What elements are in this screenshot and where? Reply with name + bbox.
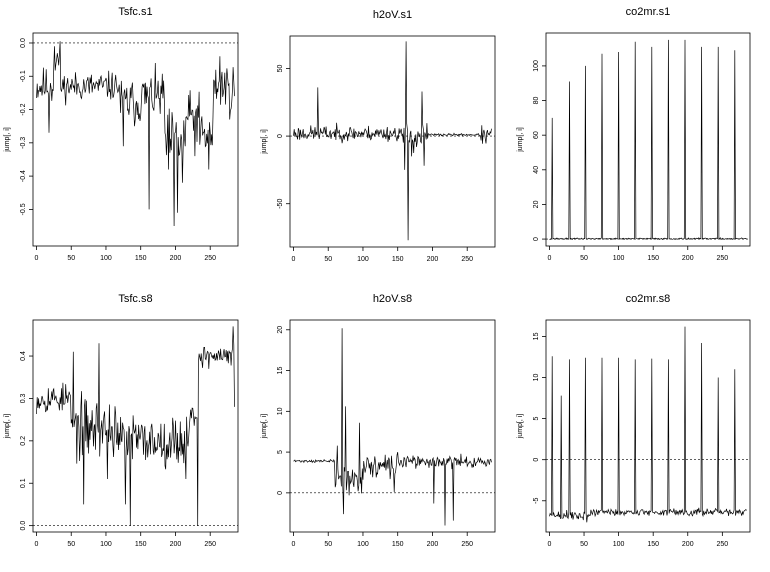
y-tick-label: 10 xyxy=(533,374,540,382)
y-tick-label: -0.4 xyxy=(20,170,27,182)
y-axis-label: jump[, i] xyxy=(517,414,524,440)
x-tick-label: 200 xyxy=(170,541,182,548)
panel-1: Tsfc.s1 jump[, i] 0.0 -0.1 -0.2 -0.3 -0.4 -0.5 0… xyxy=(4,6,239,262)
plot-frame xyxy=(32,319,239,533)
x-tick-label: 0 xyxy=(35,255,39,262)
x-tick-label: 250 xyxy=(204,541,216,548)
x-tick-label: 250 xyxy=(204,255,216,262)
x-tick-label: 200 xyxy=(427,541,439,548)
plot-frame xyxy=(32,32,239,247)
x-tick-label: 50 xyxy=(580,255,588,262)
series-line xyxy=(549,39,747,241)
y-tick-label: 0 xyxy=(533,237,540,241)
x-tick-label: 100 xyxy=(100,255,112,262)
y-axis-label: jump[, i] xyxy=(261,414,268,440)
y-axis-label: jump[, i] xyxy=(261,129,268,155)
y-tick-label: 0 xyxy=(277,134,284,138)
y-tick-label: -50 xyxy=(277,199,284,209)
x-tick-label: 50 xyxy=(324,541,332,548)
panel-4: Tsfc.s8 jump[, i] 0.0 0.1 0.2 0.3 0.4 0 50 100 150… xyxy=(4,293,239,548)
panel-2: h2oV.s1 jump[, i] 50 0 -50 0 50 100 150 200 250 xyxy=(261,9,496,263)
panel-title: Tsfc.s1 xyxy=(118,6,152,18)
x-tick-label: 0 xyxy=(292,256,296,263)
y-tick-label: 60 xyxy=(533,131,540,139)
plot-frame xyxy=(545,319,751,533)
y-tick-label: 40 xyxy=(533,166,540,174)
x-tick-label: 150 xyxy=(647,255,659,262)
y-tick-label: 0.1 xyxy=(20,478,27,488)
panel-title: Tsfc.s8 xyxy=(118,293,152,305)
panel-title: co2mr.s8 xyxy=(626,293,671,305)
x-tick-label: 150 xyxy=(135,255,147,262)
x-tick-label: 50 xyxy=(580,541,588,548)
x-tick-label: 250 xyxy=(716,541,728,548)
y-tick-label: 0.4 xyxy=(20,351,27,361)
series-line xyxy=(36,41,235,227)
panel-3: co2mr.s1 jump[, i] 0 20 40 60 80 100 0 50 100 150 20… xyxy=(517,6,751,262)
series-line xyxy=(293,41,492,241)
y-tick-label: -0.5 xyxy=(20,203,27,215)
y-axis-label: jump[, i] xyxy=(4,414,11,440)
x-tick-label: 150 xyxy=(392,541,404,548)
x-tick-label: 150 xyxy=(392,256,404,263)
x-tick-label: 250 xyxy=(461,541,473,548)
y-tick-label: -5 xyxy=(533,498,540,504)
y-tick-label: -0.3 xyxy=(20,137,27,149)
y-tick-label: 50 xyxy=(277,64,284,72)
x-tick-label: 150 xyxy=(135,541,147,548)
x-tick-label: 100 xyxy=(100,541,112,548)
panel-title: h2oV.s8 xyxy=(373,293,412,305)
y-axis-label: jump[, i] xyxy=(4,127,11,153)
y-tick-label: 5 xyxy=(277,450,284,454)
y-tick-label: 100 xyxy=(533,60,540,72)
y-tick-label: 20 xyxy=(277,326,284,334)
x-tick-label: 150 xyxy=(647,541,659,548)
plot-frame xyxy=(545,32,751,247)
y-tick-label: 0.0 xyxy=(20,521,27,531)
y-tick-label: 15 xyxy=(277,367,284,375)
panel-title: co2mr.s1 xyxy=(626,6,671,18)
x-tick-label: 0 xyxy=(548,541,552,548)
y-tick-label: 0 xyxy=(277,491,284,495)
x-tick-label: 200 xyxy=(682,255,694,262)
series-line xyxy=(293,328,492,526)
x-tick-label: 0 xyxy=(548,255,552,262)
x-tick-label: 100 xyxy=(357,541,369,548)
x-tick-label: 200 xyxy=(682,541,694,548)
x-tick-label: 0 xyxy=(292,541,296,548)
y-tick-label: 20 xyxy=(533,200,540,208)
x-tick-label: 50 xyxy=(67,541,75,548)
x-tick-label: 100 xyxy=(613,255,625,262)
y-tick-label: 15 xyxy=(533,332,540,340)
series-line xyxy=(36,326,235,526)
y-tick-label: 0 xyxy=(533,458,540,462)
plot-frame xyxy=(289,35,496,248)
x-tick-label: 0 xyxy=(35,541,39,548)
panel-title: h2oV.s1 xyxy=(373,9,412,21)
plot-frame xyxy=(289,319,496,533)
y-tick-label: 10 xyxy=(277,407,284,415)
y-tick-label: 0.3 xyxy=(20,393,27,403)
x-tick-label: 250 xyxy=(461,256,473,263)
series-line xyxy=(549,326,747,523)
y-tick-label: 5 xyxy=(533,417,540,421)
x-tick-label: 50 xyxy=(67,255,75,262)
y-tick-label: -0.1 xyxy=(20,70,27,82)
x-tick-label: 250 xyxy=(716,255,728,262)
y-tick-label: 80 xyxy=(533,97,540,105)
x-tick-label: 100 xyxy=(613,541,625,548)
y-axis-label: jump[, i] xyxy=(517,127,524,153)
x-tick-label: 50 xyxy=(324,256,332,263)
y-tick-label: 0.2 xyxy=(20,436,27,446)
x-tick-label: 200 xyxy=(427,256,439,263)
x-tick-label: 200 xyxy=(170,255,182,262)
y-tick-label: -0.2 xyxy=(20,103,27,115)
x-tick-label: 100 xyxy=(357,256,369,263)
y-tick-label: 0.0 xyxy=(20,38,27,48)
